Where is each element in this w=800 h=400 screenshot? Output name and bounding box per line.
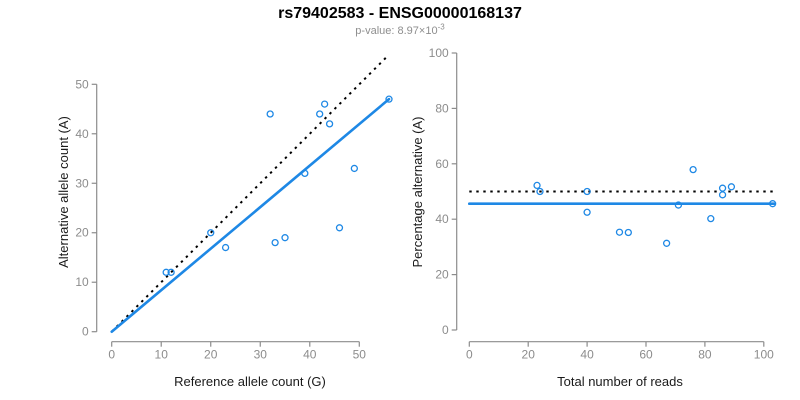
data-point [301,169,309,178]
fit-line [110,97,391,334]
y-axis-title: Percentage alternative (A) [410,116,425,267]
data-point [674,201,683,209]
x-axis-title: Reference allele count (G) [174,374,326,389]
x-tick-label: 60 [639,348,653,362]
data-point [718,184,727,192]
y-tick-label: 0 [82,325,89,339]
x-tick-label: 0 [108,348,115,362]
data-point [320,100,329,108]
data-point [207,229,215,237]
data-point [536,187,544,196]
data-point [385,95,393,103]
data-point [533,181,541,190]
data-point [707,214,715,223]
y-tick-label: 40 [435,212,449,226]
data-point [727,183,736,191]
x-tick-label: 40 [303,348,317,362]
x-tick-label: 40 [580,348,594,362]
y-tick-label: 20 [435,268,449,282]
y-tick-label: 0 [442,323,449,337]
data-point [281,234,289,242]
data-point [325,120,334,128]
y-tick-label: 60 [435,157,449,171]
data-point [221,243,230,252]
data-point [718,191,727,199]
y-tick-label: 50 [75,77,89,91]
y-tick-label: 100 [429,46,449,60]
data-point [266,110,274,118]
identity-line [110,53,390,333]
data-point [583,187,591,196]
left-panel: 0 10 20 30 40 50 0 10 20 30 40 50 Reference allele c… [56,53,393,389]
y-tick-label: 40 [75,127,89,141]
y-tick-label: 80 [435,101,449,115]
x-tick-label: 100 [754,348,774,362]
data-point [583,208,591,216]
data-point [662,239,671,247]
x-tick-label: 80 [698,348,712,362]
data-point [615,228,624,236]
data-point [167,268,175,276]
data-point [271,238,279,247]
y-tick-label: 30 [75,176,89,190]
x-axis-title: Total number of reads [557,374,683,389]
x-tick-label: 30 [254,348,268,362]
y-tick-label: 20 [75,226,89,240]
data-point [316,110,324,118]
data-point [335,224,344,232]
x-tick-label: 0 [466,348,473,362]
data-point [350,164,358,173]
x-tick-label: 50 [353,348,367,362]
x-tick-label: 20 [204,348,218,362]
y-tick-label: 10 [75,275,89,289]
y-axis-title: Alternative allele count (A) [56,116,71,268]
right-panel: 0 20 40 60 80 100 0 20 40 60 80 100 Total number of … [410,46,777,389]
data-point [768,200,777,208]
data-point [624,228,632,237]
data-point [689,165,697,174]
data-point [162,268,170,276]
x-tick-label: 10 [155,348,169,362]
x-tick-label: 20 [522,348,536,362]
